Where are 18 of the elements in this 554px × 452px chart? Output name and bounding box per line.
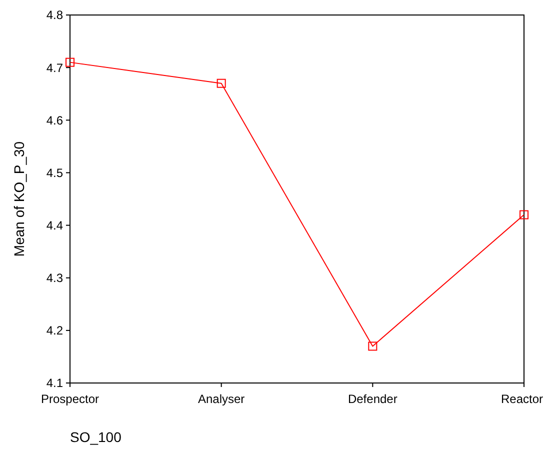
x-axis-title: SO_100	[70, 429, 122, 445]
x-tick-label: Prospector	[40, 392, 100, 406]
y-tick-label: 4.4	[46, 218, 64, 232]
point	[216, 78, 226, 88]
point	[66, 58, 74, 67]
x-tick-label: Defender	[348, 392, 398, 406]
y-tick-label: 4.2	[46, 324, 64, 338]
x-tick-label: Reactor	[500, 392, 544, 406]
point	[520, 210, 528, 220]
y-tick-label: 4.8	[46, 8, 64, 22]
point	[368, 342, 378, 351]
y-tick-label: 4.3	[46, 271, 64, 286]
x-tick-label: Analyser	[198, 392, 245, 406]
y-axis-title: Mean of KO_P_30	[11, 141, 27, 257]
y-tick-label: 4.6	[46, 113, 64, 128]
y-tick-label: 4.5	[46, 166, 64, 180]
y-tick-label: 4.7	[46, 60, 64, 75]
y-tick-label: 4.1	[46, 376, 64, 390]
